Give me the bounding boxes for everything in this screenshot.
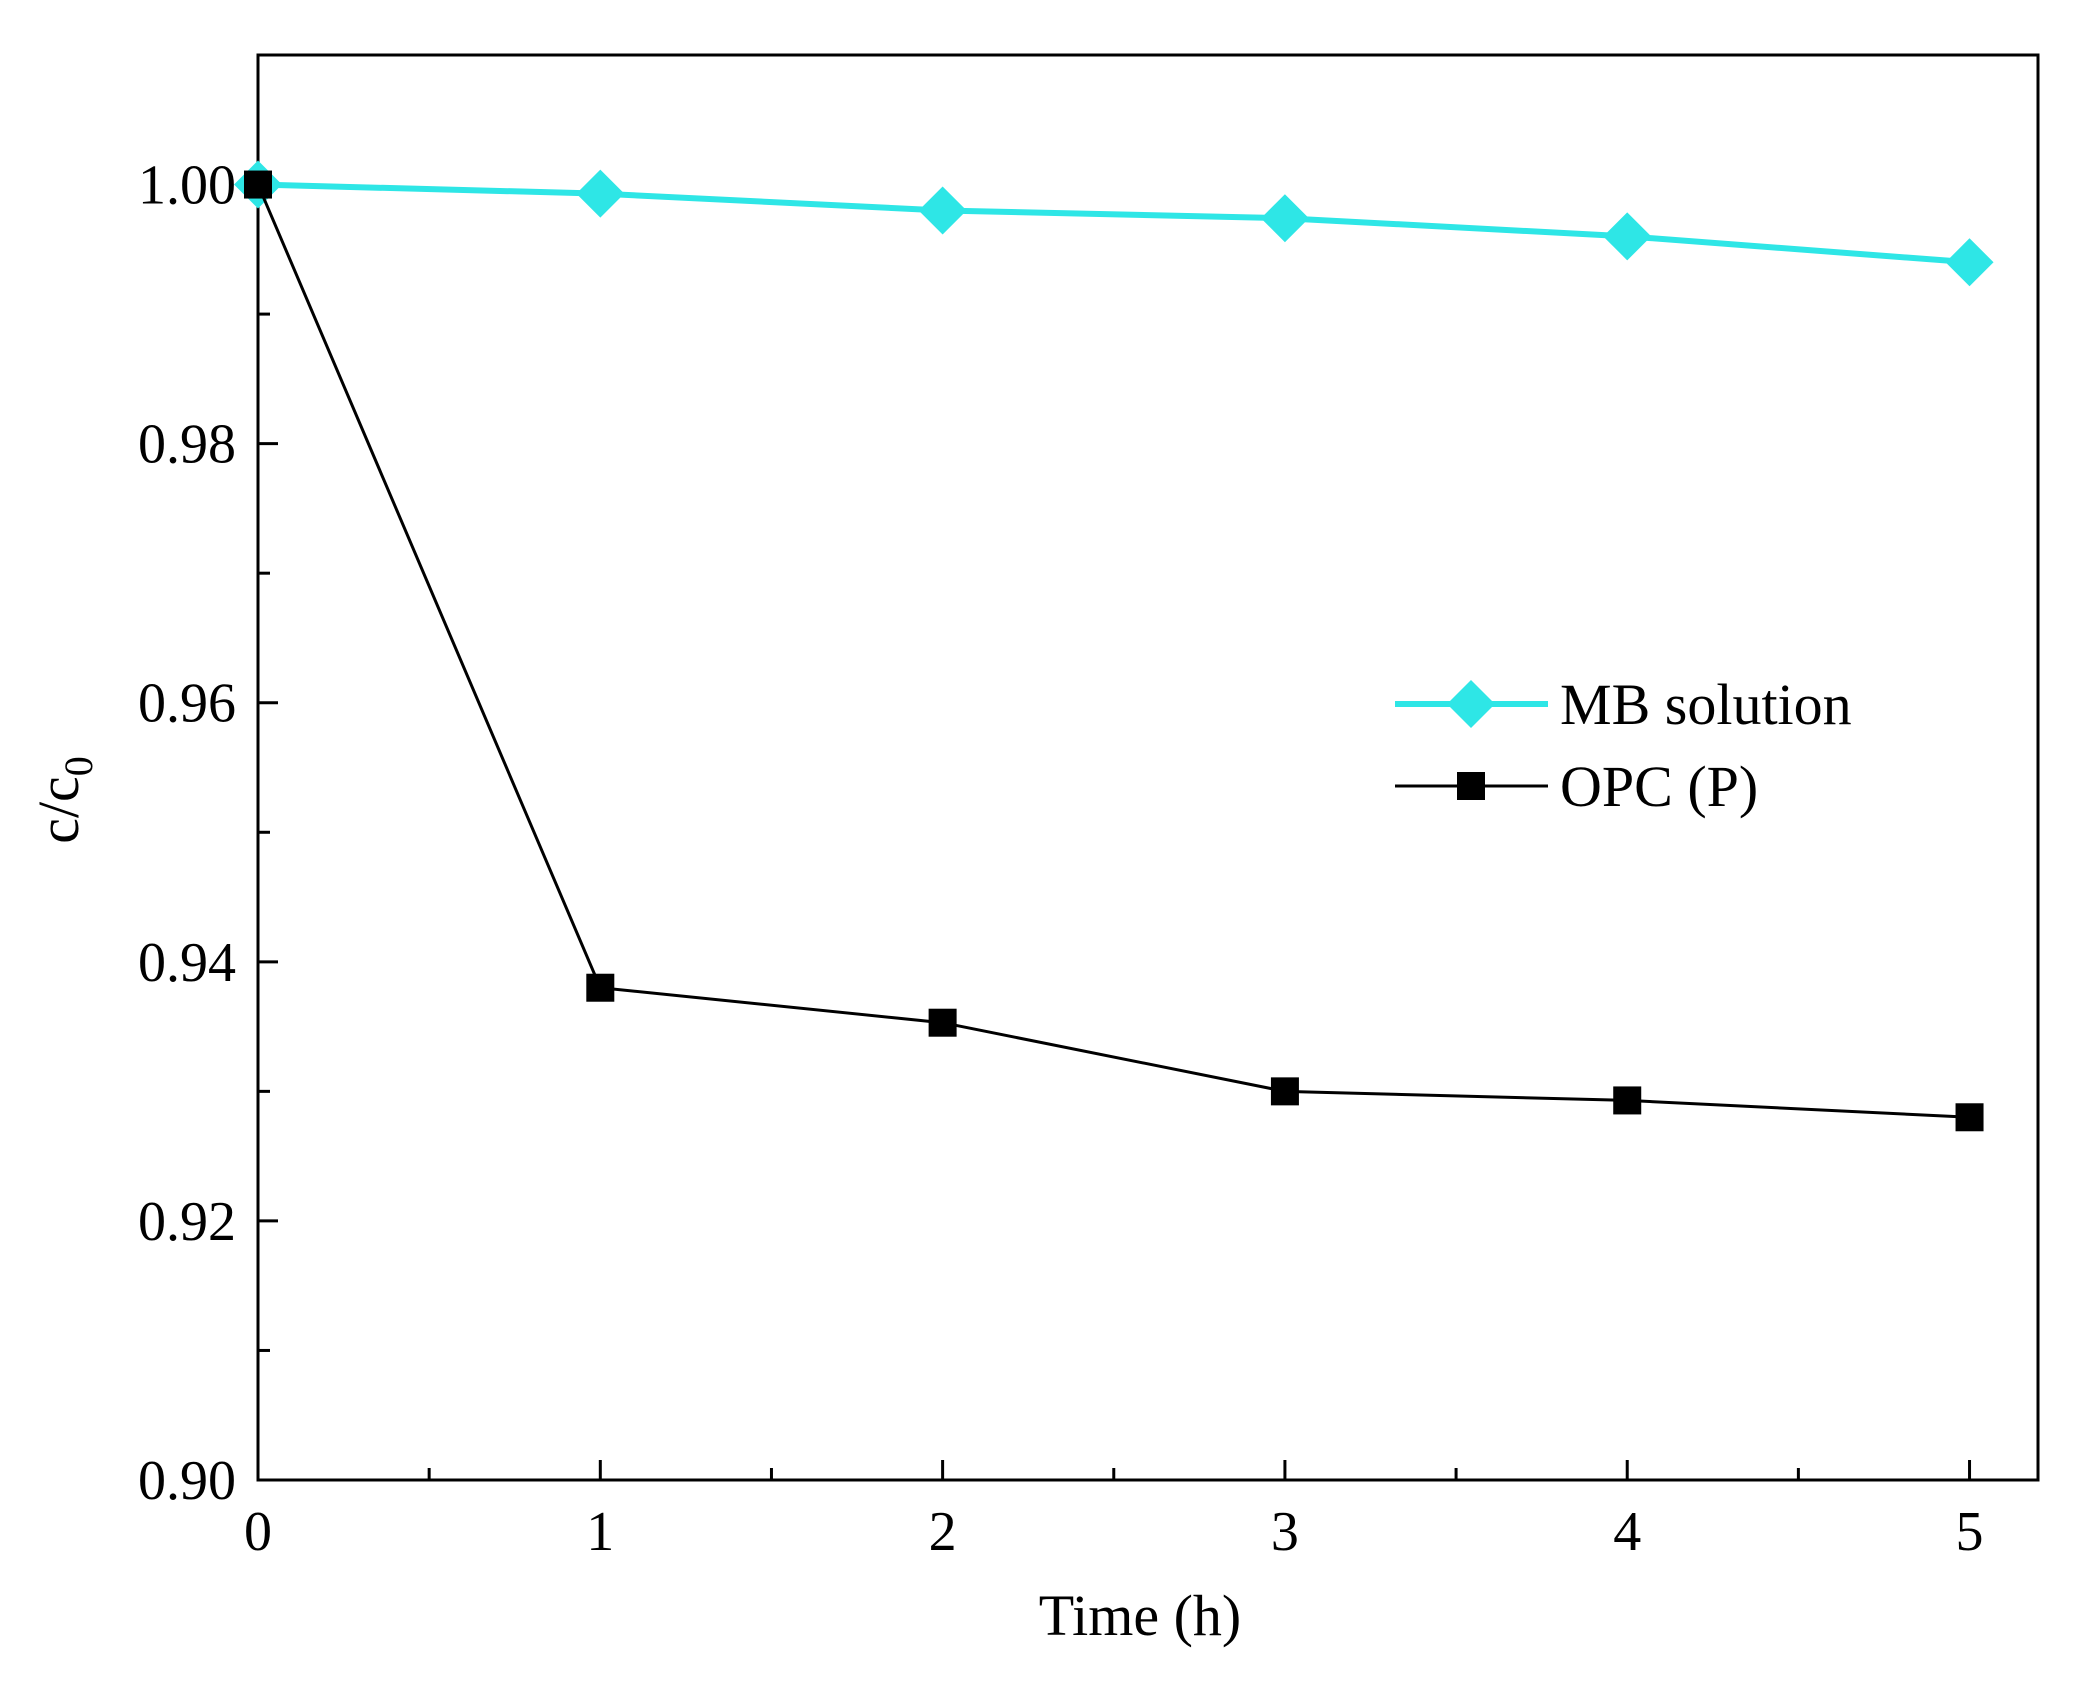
y-tick-label: 1.00 (138, 155, 236, 217)
legend: MB solution OPC (P) (1395, 672, 1852, 819)
data-point-mb-solution (918, 186, 967, 235)
y-axis-title-main: c/c (26, 776, 91, 844)
y-axis-ticks (258, 183, 278, 1482)
y-axis-title: c/c0 (26, 756, 101, 844)
data-point-opc-p (1613, 1086, 1642, 1115)
y-tick-label: 0.92 (138, 1191, 236, 1253)
x-axis-ticks (256, 1460, 1972, 1480)
plot-frame (256, 53, 2040, 1482)
legend-marker-opc-p (1457, 772, 1485, 800)
legend-entry-opc-p: OPC (P) (1395, 754, 1758, 819)
x-tick-label: 0 (244, 1501, 272, 1563)
series-layer (234, 160, 1994, 1132)
data-point-mb-solution (1945, 238, 1994, 287)
x-tick-label: 5 (1956, 1501, 1984, 1563)
data-point-mb-solution (576, 169, 625, 218)
data-point-opc-p (244, 170, 272, 199)
y-tick-label: 0.96 (138, 673, 236, 735)
legend-label-mb-solution: MB solution (1560, 672, 1852, 737)
x-axis-tick-labels: 0 1 2 3 4 5 (244, 1501, 1984, 1563)
x-tick-label: 3 (1271, 1501, 1299, 1563)
x-tick-label: 4 (1613, 1501, 1641, 1563)
y-tick-label: 0.90 (138, 1450, 236, 1512)
data-point-opc-p (928, 1008, 957, 1037)
series-mb-solution (234, 160, 1994, 287)
y-tick-label: 0.98 (138, 414, 236, 476)
data-point-opc-p (586, 973, 615, 1002)
data-point-opc-p (1270, 1077, 1299, 1106)
series-opc-p (244, 170, 1984, 1132)
x-tick-label: 2 (929, 1501, 957, 1563)
data-point-opc-p (1955, 1103, 1984, 1132)
legend-marker-mb-solution (1447, 680, 1495, 728)
y-axis-tick-labels: 0.90 0.92 0.94 0.96 0.98 1.00 (138, 155, 236, 1512)
y-axis-title-subscript: 0 (56, 756, 101, 776)
x-axis-title: Time (h) (1039, 1583, 1242, 1648)
data-point-mb-solution (1260, 194, 1309, 243)
x-tick-label: 1 (586, 1501, 614, 1563)
legend-entry-mb-solution: MB solution (1395, 672, 1852, 737)
data-point-mb-solution (1603, 212, 1652, 261)
series-line-mb-solution (257, 181, 1970, 266)
legend-label-opc-p: OPC (P) (1560, 754, 1758, 819)
series-line-opc-p (256, 183, 1970, 1119)
y-tick-label: 0.94 (138, 932, 236, 994)
